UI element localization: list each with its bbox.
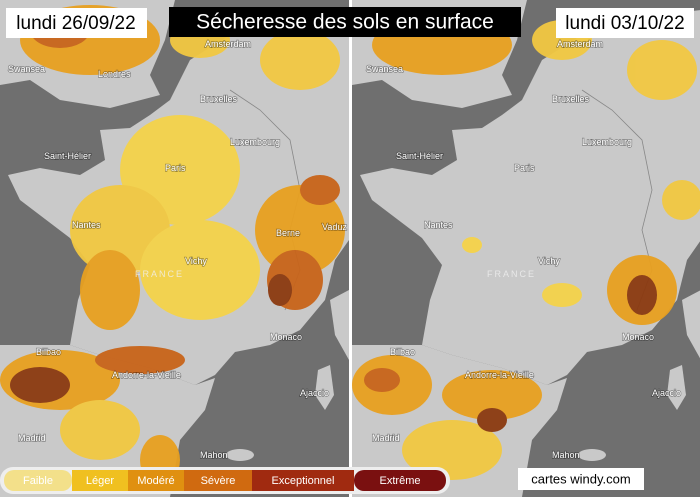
city-label: Bilbao [390, 347, 415, 357]
city-label: Vaduz [322, 222, 347, 232]
legend-swatch [4, 470, 72, 491]
date-box [6, 8, 147, 38]
city-label: Amsterdam [205, 39, 251, 49]
panel-divider [349, 0, 352, 497]
title: Sécheresse des sols en surface [196, 11, 494, 34]
date-label: lundi 03/10/22 [565, 13, 684, 34]
city-label: Luxembourg [582, 137, 632, 147]
city-label: Ajaccio [300, 388, 329, 398]
city-label: Saint-Hélier [396, 151, 443, 161]
legend: Faible Léger Modéré Sévère Exceptionnel Extrê… [0, 467, 450, 494]
legend-swatch [354, 470, 446, 491]
city-label: Bilbao [36, 347, 61, 357]
country-label: FRANCE [487, 269, 536, 279]
legend-swatch [72, 470, 128, 491]
legend-label: Faible [23, 475, 53, 487]
city-label: Luxembourg [230, 137, 280, 147]
city-label: Bruxelles [552, 94, 590, 104]
legend-label: Léger [86, 475, 114, 487]
city-label: Vichy [538, 256, 560, 266]
title-box [169, 7, 521, 37]
legend-swatch [252, 470, 354, 491]
legend-swatch [128, 470, 184, 491]
drought-areas [0, 5, 345, 485]
city-label: Ajaccio [652, 388, 681, 398]
city-label: Berne [276, 228, 300, 238]
city-label: Paris [165, 163, 186, 173]
city-label: Mahon [200, 450, 228, 460]
city-label: Andorre-la-Vieille [112, 370, 181, 380]
city-label: Londres [98, 69, 131, 79]
city-label: Swansea [8, 64, 45, 74]
legend-label: Extrême [380, 475, 421, 487]
city-label: Swansea [366, 64, 403, 74]
city-label: Nantes [424, 220, 453, 230]
legend-swatch [184, 470, 252, 491]
city-label: Madrid [18, 433, 46, 443]
legend-label: Sévère [201, 475, 236, 487]
city-labels-right: Swansea Amsterdam Bruxelles Luxembourg S… [365, 38, 682, 461]
city-label: Vichy [185, 256, 207, 266]
legend-label: Modéré [137, 475, 174, 487]
city-label: Madrid [372, 433, 400, 443]
city-label: Bruxelles [200, 94, 238, 104]
city-label: Paris [514, 163, 535, 173]
map-panel-right [352, 0, 700, 497]
credit-box [518, 468, 644, 490]
city-label: Saint-Hélier [44, 151, 91, 161]
date-box [556, 8, 694, 38]
city-label: Amsterdam [557, 39, 603, 49]
credit: cartes windy.com [531, 471, 630, 486]
city-label: Monaco [270, 332, 302, 342]
city-labels-left: Swansea Londres Amsterdam Bruxelles Luxe… [7, 38, 348, 461]
city-label: Nantes [72, 220, 101, 230]
city-label: Monaco [622, 332, 654, 342]
country-label: FRANCE [135, 269, 184, 279]
legend-label: Exceptionnel [272, 475, 335, 487]
city-label: Mahon [552, 450, 580, 460]
map-panel-left [0, 0, 349, 497]
date-label: lundi 26/09/22 [16, 13, 135, 34]
city-label: Andorre-la-Vieille [465, 370, 534, 380]
